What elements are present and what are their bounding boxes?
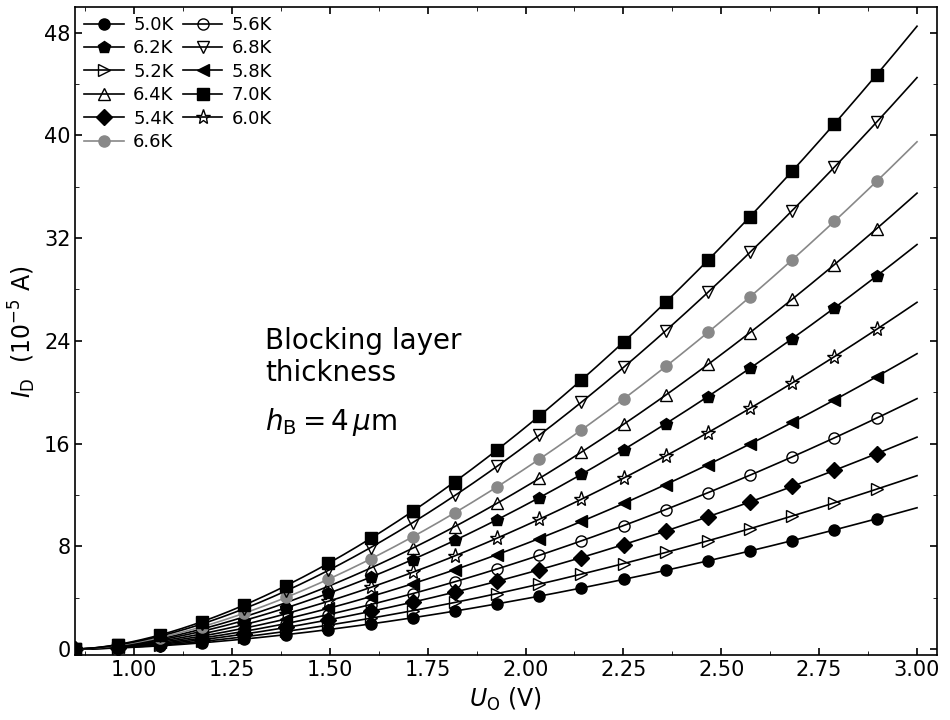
- Text: $h_{\mathrm{B}}=4\,\mu\mathrm{m}$: $h_{\mathrm{B}}=4\,\mu\mathrm{m}$: [265, 406, 397, 438]
- Legend: 5.0K, 6.2K, 5.2K, 6.4K, 5.4K, 6.6K, 5.6K, 6.8K, 5.8K, 7.0K, 6.0K, : 5.0K, 6.2K, 5.2K, 6.4K, 5.4K, 6.6K, 5.6K…: [79, 11, 277, 156]
- X-axis label: $U_{\mathrm{O}}$ (V): $U_{\mathrm{O}}$ (V): [469, 686, 542, 713]
- Y-axis label: $I_{\mathrm{D}}$  ($10^{-5}$ A): $I_{\mathrm{D}}$ ($10^{-5}$ A): [7, 265, 38, 397]
- Text: Blocking layer
thickness: Blocking layer thickness: [265, 327, 462, 387]
